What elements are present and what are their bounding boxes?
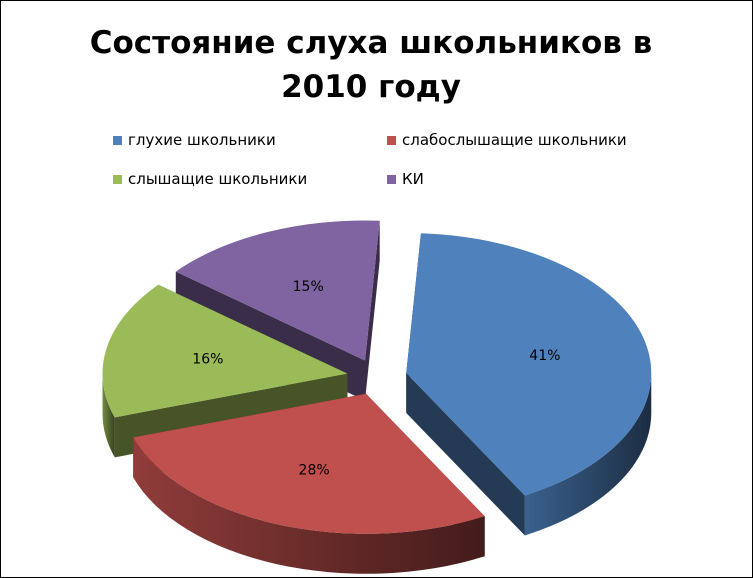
legend-label-deaf: глухие школьники (128, 131, 276, 149)
data-label-deaf: 41% (529, 348, 560, 364)
legend-item-hard-of-hearing: слабослышащие школьники (387, 131, 627, 149)
pie-slice-side-ci-1 (365, 220, 380, 401)
data-label-hard-of-hearing: 28% (299, 462, 330, 478)
data-label-hearing: 16% (192, 352, 223, 368)
legend-label-hard-of-hearing: слабослышащие школьники (402, 131, 627, 149)
pie-slice-wall-deaf (524, 373, 652, 536)
chart-title: Состояние слуха школьников в 2010 году (89, 25, 653, 105)
pie-slice-deaf (406, 233, 652, 536)
pie-slice-wall-hearing (102, 373, 115, 458)
pie-slice-hearing (102, 284, 348, 458)
pie-slice-hard-of-hearing (133, 393, 485, 574)
legend-label-ci: КИ (402, 170, 424, 188)
legend-swatch-hearing (113, 174, 122, 184)
pie-slice-top-hard-of-hearing (133, 393, 485, 534)
pie-slice-top-deaf (406, 233, 652, 496)
pie-slice-side-deaf-1 (406, 373, 525, 536)
pie-slice-wall-hard-of-hearing (133, 437, 485, 574)
legend-label-hearing: слышащие школьники (128, 170, 308, 188)
legend-swatch-deaf (113, 135, 122, 145)
pie-slice-top-hearing (102, 284, 348, 418)
data-label-ci: 15% (293, 279, 324, 295)
legend-item-ci: КИ (387, 170, 424, 188)
legend-swatch-ci (387, 174, 396, 184)
pie-slice-top-ci (175, 220, 380, 361)
legend-item-hearing: слышащие школьники (113, 170, 307, 188)
legend-swatch-hard-of-hearing (387, 135, 396, 145)
legend-item-deaf: глухие школьники (113, 131, 276, 149)
legend: глухие школьники слабослышащие школьники… (113, 131, 713, 201)
